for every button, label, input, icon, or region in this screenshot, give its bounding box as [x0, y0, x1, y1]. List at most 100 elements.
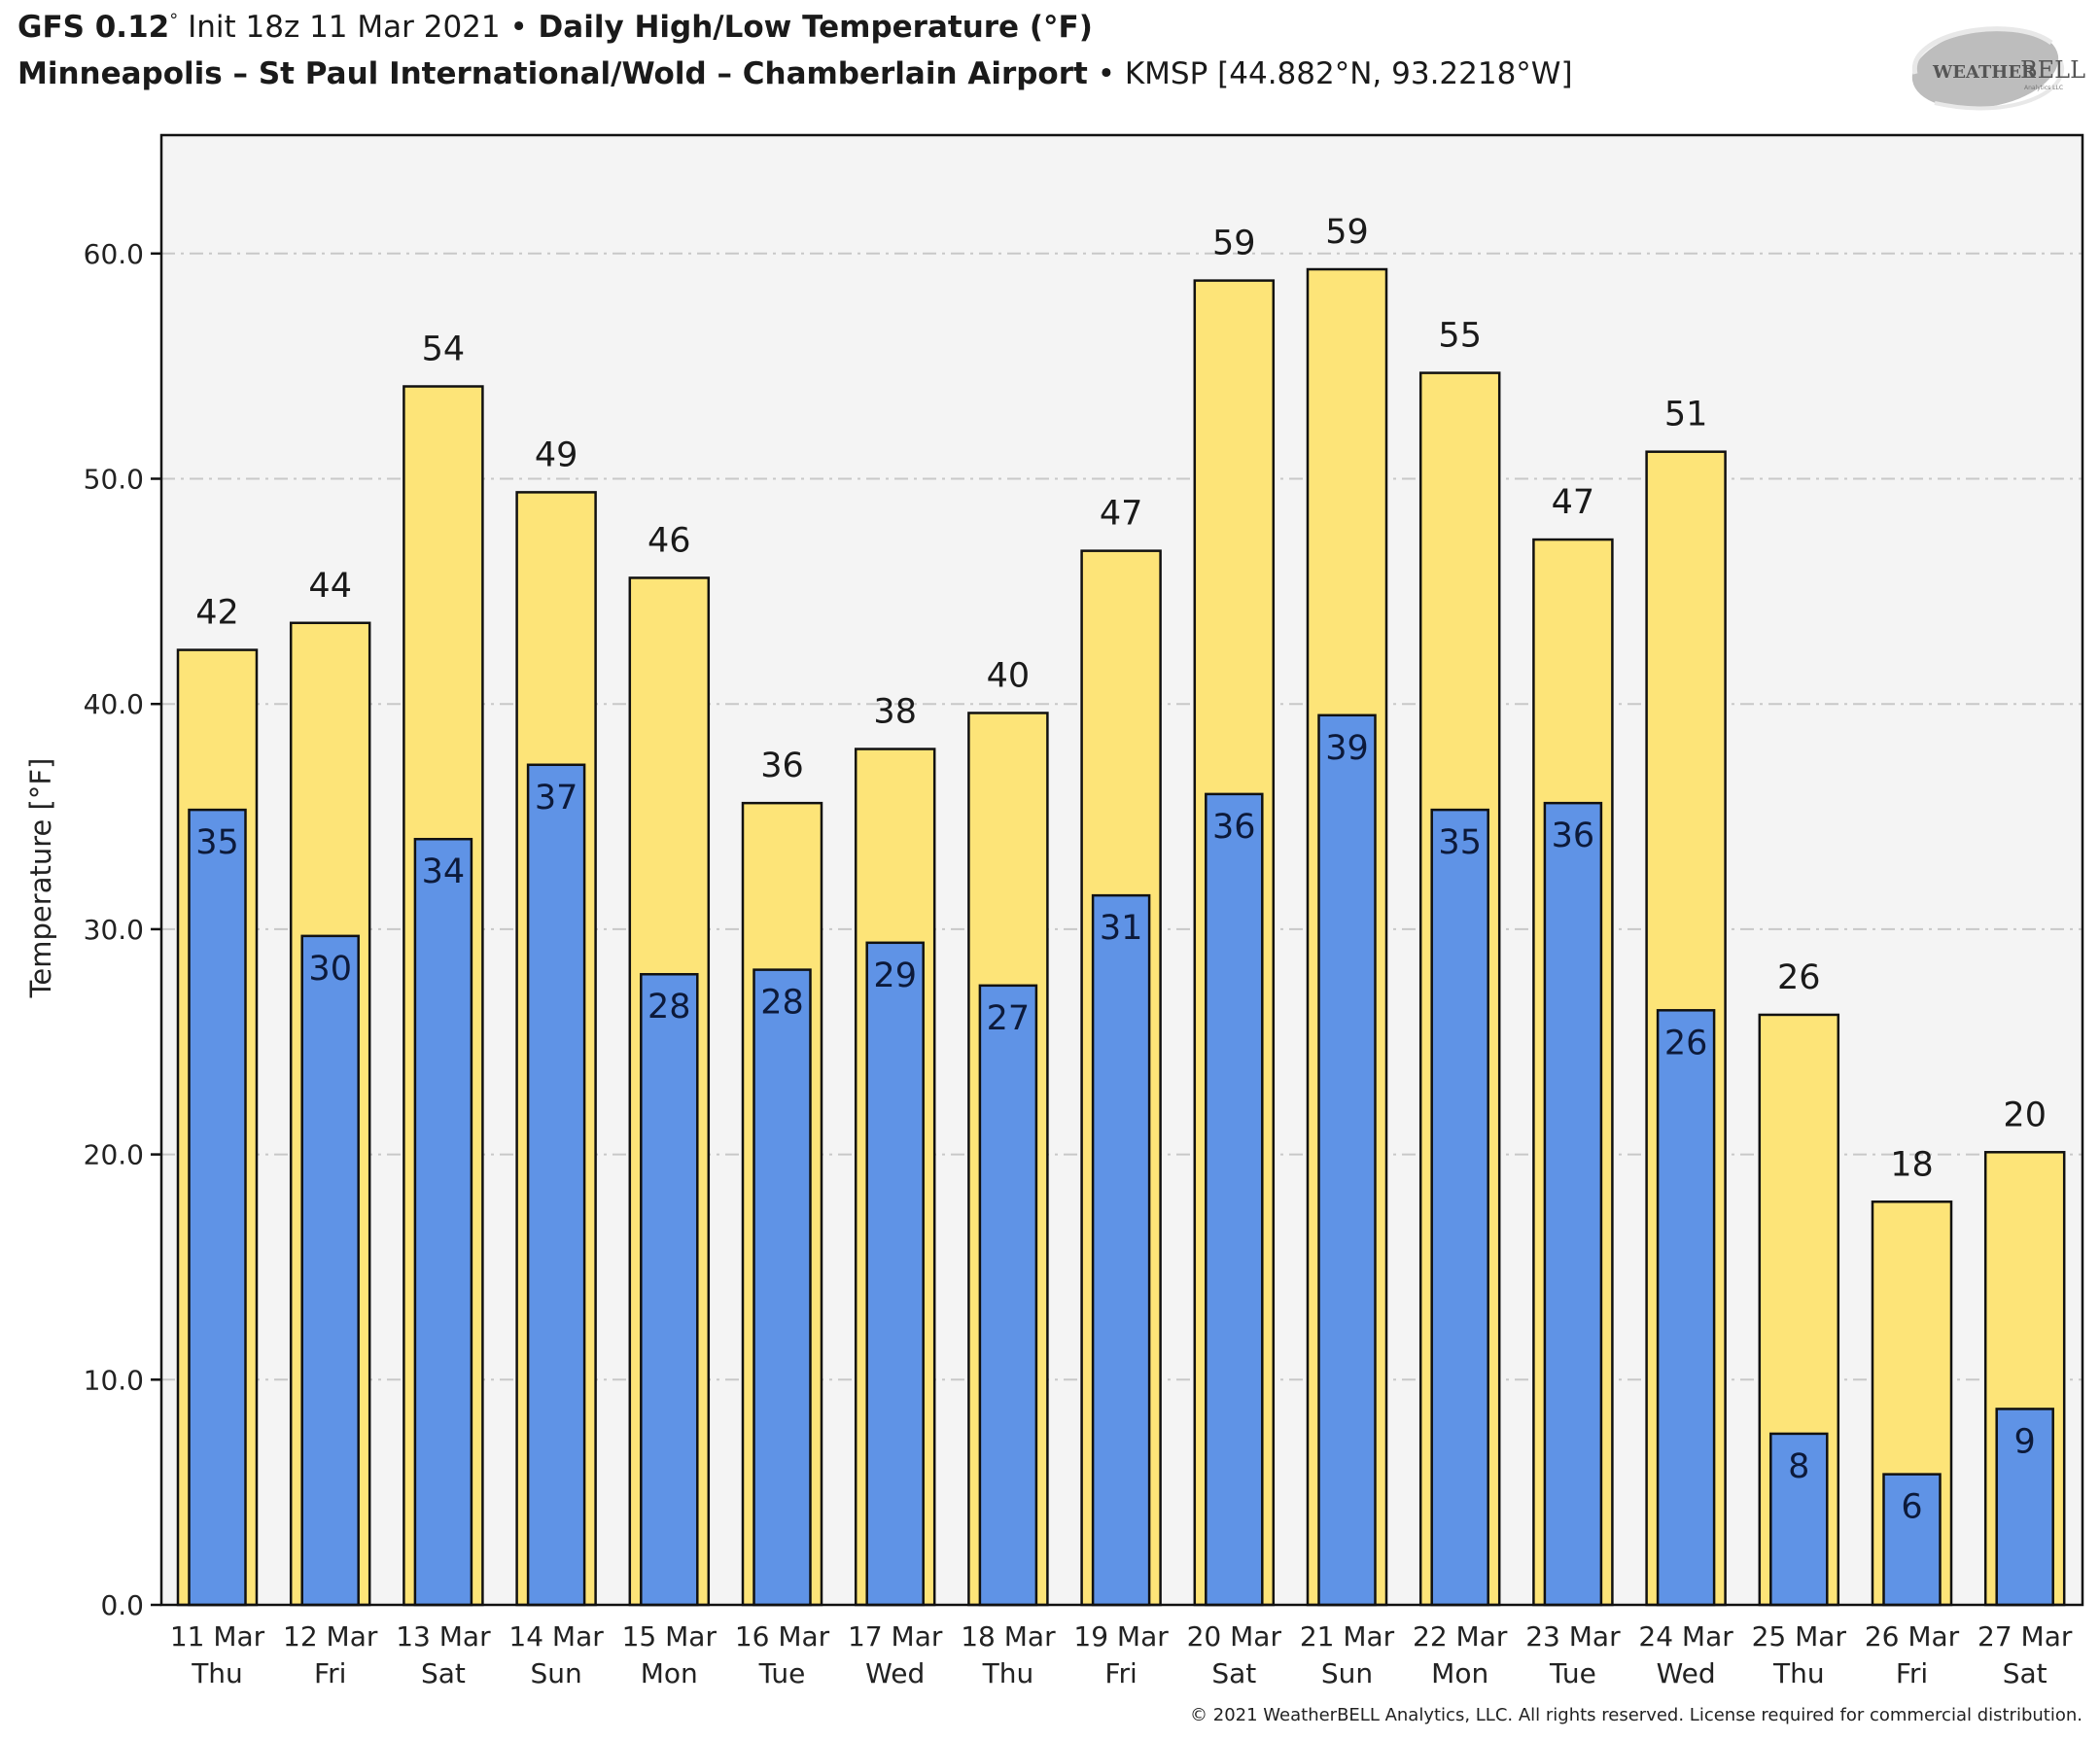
low-temp-bar — [1091, 893, 1151, 1607]
high-temp-label: 44 — [308, 567, 352, 606]
low-temp-label: 9 — [2014, 1422, 2036, 1461]
logo-swirl-arc-2 — [1934, 61, 2065, 111]
low-temp-bar — [1995, 1408, 2054, 1607]
title-bullet-2: • — [1097, 56, 1115, 91]
low-temp-label: 28 — [760, 984, 804, 1023]
copyright-footer: © 2021 WeatherBELL Analytics, LLC. All r… — [1190, 1705, 2082, 1725]
low-temp-bar — [640, 972, 699, 1607]
low-temp-label: 35 — [195, 823, 239, 862]
y-tick-label: 10.0 — [84, 1364, 144, 1396]
high-temp-label: 49 — [535, 435, 578, 474]
x-tick-label-date: 21 Mar — [1300, 1620, 1395, 1653]
x-tick-label-date: 22 Mar — [1413, 1620, 1508, 1653]
high-temp-label: 59 — [1325, 213, 1369, 252]
x-tick-label-date: 19 Mar — [1073, 1620, 1169, 1653]
high-temp-label: 26 — [1777, 958, 1821, 997]
low-temp-bar — [752, 968, 812, 1607]
high-temp-label: 42 — [195, 594, 239, 633]
x-tick-label-day: Fri — [1104, 1657, 1137, 1689]
logo-text-left: WEATHER — [1932, 62, 2037, 83]
x-tick-label-day: Thu — [191, 1657, 243, 1689]
high-temp-label: 47 — [1100, 495, 1143, 534]
x-tick-label-date: 16 Mar — [735, 1620, 830, 1653]
x-tick-label-date: 13 Mar — [396, 1620, 491, 1653]
high-temp-label: 47 — [1552, 483, 1595, 522]
low-temp-label: 28 — [648, 988, 691, 1027]
high-temp-label: 40 — [987, 656, 1031, 695]
low-temp-bar — [1430, 808, 1489, 1607]
x-tick-label-day: Mon — [1431, 1657, 1488, 1689]
high-temp-label: 38 — [873, 693, 917, 732]
x-tick-label-date: 25 Mar — [1752, 1620, 1847, 1653]
x-tick-label-date: 14 Mar — [508, 1620, 604, 1653]
low-temp-bar — [1769, 1432, 1829, 1607]
low-temp-bar — [188, 808, 247, 1607]
x-tick-label-date: 24 Mar — [1638, 1620, 1733, 1653]
low-temp-bar — [1882, 1473, 1942, 1607]
low-temp-bar — [1317, 713, 1377, 1607]
low-temp-bar — [1205, 792, 1264, 1607]
low-temp-label: 31 — [1100, 909, 1143, 948]
product-title: Daily High/Low Temperature (°F) — [527, 10, 1093, 45]
low-temp-label: 30 — [308, 950, 352, 989]
bars — [176, 267, 2066, 1607]
logo-swirl-arc-1 — [1912, 26, 2053, 75]
x-tick-label-day: Sat — [2003, 1657, 2048, 1689]
y-tick-label: 0.0 — [100, 1589, 144, 1621]
axes: 0.0 10.0 20.0 30.0 40.0 50.0 60.0 11 Mar Thu 12 M… — [84, 238, 2073, 1689]
x-tick-label-date: 27 Mar — [1978, 1620, 2073, 1653]
station-name: Minneapolis – St Paul International/Wold… — [18, 56, 1088, 91]
high-temp-label: 51 — [1664, 396, 1708, 435]
low-temp-label: 39 — [1325, 729, 1369, 768]
x-tick-label-day: Sun — [1321, 1657, 1373, 1689]
y-tick-label: 60.0 — [84, 238, 144, 270]
low-temp-label: 6 — [1901, 1488, 1922, 1527]
low-temp-bar — [413, 837, 473, 1607]
high-temp-label: 46 — [648, 521, 691, 560]
low-temp-bar — [300, 934, 360, 1607]
low-temp-label: 27 — [987, 999, 1031, 1038]
low-temp-label: 37 — [535, 779, 578, 818]
x-tick-label-date: 20 Mar — [1187, 1620, 1282, 1653]
x-tick-label-day: Wed — [865, 1657, 925, 1689]
station-info: KMSP [44.882°N, 93.2218°W] — [1115, 56, 1573, 91]
logo-text-right: BELL — [2020, 56, 2085, 84]
logo-swirl-icon — [1911, 27, 2059, 109]
x-tick-label-day: Fri — [1896, 1657, 1928, 1689]
x-tick-label-day: Thu — [982, 1657, 1034, 1689]
x-tick-label-date: 23 Mar — [1525, 1620, 1621, 1653]
model-name: GFS 0.12 — [18, 10, 170, 45]
low-temp-bar — [865, 941, 925, 1607]
y-tick-label: 20.0 — [84, 1139, 144, 1171]
chart-title-line-1: GFS 0.12° Init 18z 11 Mar 2021 • Daily H… — [18, 10, 1093, 45]
low-temp-label: 8 — [1788, 1447, 1809, 1486]
x-tick-label-day: Wed — [1657, 1657, 1716, 1689]
low-temp-bar — [1656, 1009, 1716, 1607]
low-temp-bar — [978, 984, 1038, 1607]
y-tick-label: 40.0 — [84, 688, 144, 720]
x-tick-label-day: Tue — [1549, 1657, 1596, 1689]
x-tick-label-day: Sat — [421, 1657, 466, 1689]
x-tick-label-day: Thu — [1772, 1657, 1825, 1689]
plot-frame — [159, 133, 2084, 1607]
x-tick-label-day: Sat — [1211, 1657, 1256, 1689]
x-tick-label-day: Mon — [641, 1657, 698, 1689]
x-tick-label-date: 12 Mar — [283, 1620, 378, 1653]
low-temp-bar — [526, 763, 586, 1607]
logo-subtext: Analytics LLC — [2024, 85, 2063, 91]
init-time: Init 18z 11 Mar 2021 — [178, 10, 510, 45]
x-tick-label-date: 11 Mar — [170, 1620, 265, 1653]
low-temp-label: 29 — [873, 957, 917, 995]
low-temp-label: 36 — [1552, 817, 1595, 855]
x-tick-label-date: 17 Mar — [848, 1620, 943, 1653]
low-temp-bar — [1543, 801, 1603, 1607]
x-tick-label-date: 26 Mar — [1865, 1620, 1960, 1653]
high-temp-label: 18 — [1890, 1145, 1934, 1184]
x-tick-label-date: 15 Mar — [622, 1620, 718, 1653]
low-temp-label: 26 — [1664, 1024, 1708, 1062]
high-temp-label: 55 — [1438, 317, 1482, 356]
weatherbell-logo: WEATHER BELL Analytics LLC — [1911, 26, 2085, 111]
high-temp-label: 20 — [2003, 1096, 2047, 1134]
x-tick-label-day: Sun — [530, 1657, 581, 1689]
data-labels: 42 35 44 30 54 34 49 37 46 28 36 28 38 29 40 27 47 31 59 36… — [195, 213, 2047, 1527]
